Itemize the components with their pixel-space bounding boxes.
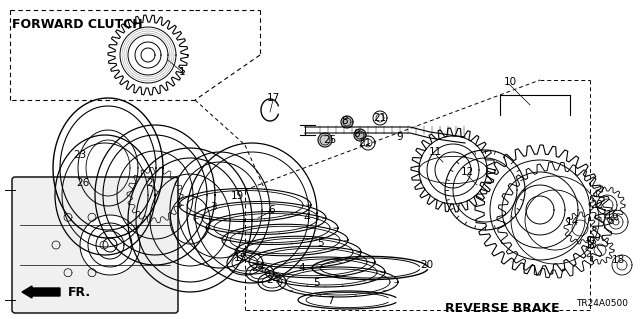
Text: 12: 12: [460, 167, 474, 177]
FancyArrow shape: [22, 286, 60, 298]
Text: 10: 10: [504, 77, 516, 87]
Text: 5: 5: [313, 278, 319, 288]
Text: 19: 19: [230, 191, 244, 201]
Text: 15: 15: [234, 253, 246, 263]
Text: 16: 16: [605, 210, 619, 220]
Text: 4: 4: [304, 213, 310, 223]
Text: 17: 17: [266, 93, 280, 103]
Text: 11: 11: [428, 147, 442, 157]
Polygon shape: [318, 133, 332, 147]
Text: 13: 13: [584, 240, 598, 250]
Text: 8: 8: [342, 116, 348, 126]
Text: 6: 6: [269, 205, 275, 215]
Text: REVERSE BRAKE: REVERSE BRAKE: [445, 302, 559, 315]
Text: 1: 1: [179, 67, 186, 77]
Polygon shape: [354, 129, 366, 141]
Text: 2: 2: [147, 178, 154, 188]
Text: 21: 21: [358, 138, 372, 148]
Text: 22: 22: [590, 200, 604, 210]
Text: 23: 23: [74, 150, 86, 160]
Text: 24: 24: [252, 263, 264, 273]
Text: 5: 5: [317, 238, 323, 248]
Text: 20: 20: [420, 260, 433, 270]
Text: TR24A0500: TR24A0500: [576, 299, 628, 308]
Text: 3: 3: [210, 202, 216, 212]
FancyBboxPatch shape: [12, 177, 178, 313]
Text: 21: 21: [373, 113, 387, 123]
Text: 14: 14: [565, 217, 579, 227]
Text: 24: 24: [266, 275, 280, 285]
Text: 4: 4: [299, 263, 305, 273]
Text: 8: 8: [354, 129, 360, 139]
Text: 25: 25: [323, 135, 337, 145]
Text: FORWARD CLUTCH: FORWARD CLUTCH: [12, 18, 143, 31]
Text: FR.: FR.: [68, 286, 91, 299]
Polygon shape: [341, 116, 353, 128]
Text: 18: 18: [611, 255, 625, 265]
Text: 26: 26: [76, 178, 90, 188]
Text: 7: 7: [326, 296, 333, 306]
Text: 9: 9: [397, 132, 403, 142]
Polygon shape: [80, 215, 140, 275]
